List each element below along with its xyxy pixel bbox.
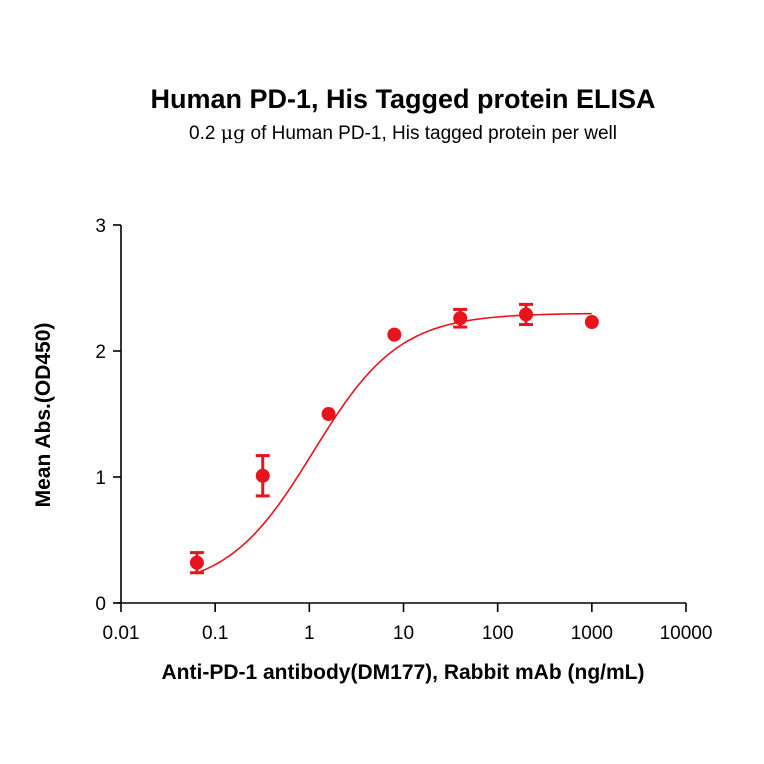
chart-subtitle: 0.2 μg of Human PD-1, His tagged protein… bbox=[189, 122, 617, 144]
data-point bbox=[321, 407, 336, 421]
data-marker bbox=[519, 307, 534, 322]
data-point bbox=[255, 454, 270, 498]
x-axis-label: Anti-PD-1 antibody(DM177), Rabbit mAb (n… bbox=[162, 661, 645, 684]
x-axis: 0.01 0.1 1 10 100 1000 10000 bbox=[103, 602, 713, 644]
data-marker bbox=[584, 315, 599, 330]
data-point bbox=[189, 551, 204, 575]
data-point bbox=[519, 302, 534, 327]
x-tick-label: 100 bbox=[482, 623, 514, 644]
data-points bbox=[189, 302, 599, 575]
data-point bbox=[453, 307, 468, 329]
subtitle-suffix: of Human PD-1, His tagged protein per we… bbox=[245, 123, 617, 144]
data-marker bbox=[189, 555, 204, 570]
y-tick-label: 2 bbox=[95, 342, 106, 363]
x-tick-label: 1000 bbox=[571, 623, 613, 644]
x-tick-label: 0.01 bbox=[103, 623, 140, 644]
fit-curve bbox=[196, 312, 592, 574]
y-tick-label: 1 bbox=[95, 468, 106, 489]
data-marker bbox=[453, 311, 468, 326]
data-marker bbox=[387, 327, 402, 342]
data-point bbox=[584, 315, 599, 330]
y-axis: 0 1 2 3 bbox=[95, 216, 122, 615]
y-ticks: 0 1 2 3 bbox=[95, 216, 121, 615]
x-tick-label: 10000 bbox=[660, 623, 713, 644]
data-marker bbox=[255, 468, 270, 483]
chart-title: Human PD-1, His Tagged protein ELISA bbox=[150, 84, 655, 114]
data-marker bbox=[321, 407, 336, 421]
subtitle-prefix: 0.2 bbox=[189, 123, 221, 144]
x-tick-label: 10 bbox=[393, 623, 414, 644]
y-tick-label: 3 bbox=[95, 216, 106, 237]
data-point bbox=[387, 327, 402, 342]
y-tick-label: 0 bbox=[95, 594, 106, 615]
x-ticks: 0.01 0.1 1 10 100 1000 10000 bbox=[103, 603, 713, 644]
x-tick-label: 1 bbox=[304, 623, 315, 644]
subtitle-unit: μg bbox=[221, 122, 246, 144]
x-tick-label: 0.1 bbox=[202, 623, 228, 644]
y-axis-label: Mean Abs.(OD450) bbox=[32, 323, 55, 508]
